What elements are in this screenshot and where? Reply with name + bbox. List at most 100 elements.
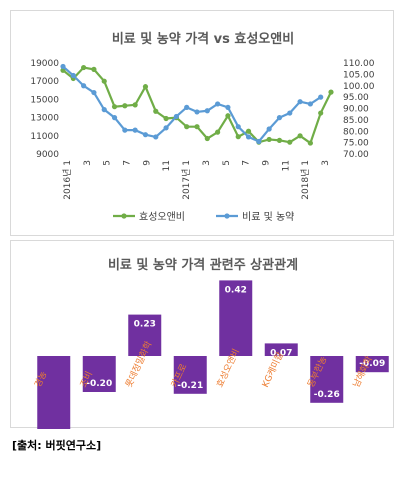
bar-value-label: -0.09 xyxy=(359,359,385,369)
series-point xyxy=(91,66,97,72)
series-point xyxy=(266,136,272,143)
series-point xyxy=(256,138,262,145)
chart-title: 비료 및 농약 가격 관련주 상관관계 xyxy=(108,257,298,273)
x-axis-tick: 3 xyxy=(321,160,331,166)
series-point xyxy=(91,89,97,96)
x-axis-tick: 7 xyxy=(123,160,133,166)
series-point xyxy=(142,132,149,138)
x-axis-tick: 11 xyxy=(281,160,291,171)
series-point xyxy=(235,124,241,130)
series-point xyxy=(101,107,107,113)
series-point xyxy=(318,94,324,100)
series-point xyxy=(245,134,252,140)
x-axis-tick: 2016년 1 xyxy=(62,160,73,200)
series-point xyxy=(101,78,107,84)
bar-value-label: 0.07 xyxy=(270,348,292,358)
correlation-bar xyxy=(128,314,162,356)
x-axis-tick: 5 xyxy=(103,160,113,166)
right-axis-tick: 105.00 xyxy=(343,70,375,80)
series-point xyxy=(194,124,200,130)
bar-value-label: 0.23 xyxy=(134,320,156,330)
series-point xyxy=(60,63,66,70)
correlation-chart: 비료 및 농약 가격 관련주 상관관계 -0.52경농-0.20조비0.23롯데… xyxy=(32,257,389,429)
price-comparison-chart-panel: 비료 및 농약 가격 vs 효성오앤비 9000 11000 13000 15000 1… xyxy=(10,10,394,236)
series-point xyxy=(297,99,303,105)
bar-value-label: -0.20 xyxy=(86,379,112,389)
series-point xyxy=(215,101,221,107)
series-point xyxy=(328,89,334,95)
left-axis-tick: 9000 xyxy=(36,150,59,160)
legend-marker xyxy=(121,213,127,219)
price-comparison-chart: 비료 및 농약 가격 vs 효성오앤비 9000 11000 13000 15000 1… xyxy=(30,31,375,223)
series-point xyxy=(266,126,272,132)
right-axis-tick: 80.00 xyxy=(343,127,369,137)
legend-entry: 효성오앤비 xyxy=(139,211,185,223)
correlation-bar xyxy=(82,356,116,392)
source-note: [출처: 버핏연구소] xyxy=(12,439,102,452)
x-axis-tick: 7 xyxy=(242,160,252,166)
x-axis-tick: 2017년 1 xyxy=(181,160,192,200)
x-axis-tick: 2018년 1 xyxy=(300,160,311,200)
left-axis-tick: 19000 xyxy=(30,59,59,69)
right-axis-tick: 110.00 xyxy=(343,59,375,69)
correlation-bar xyxy=(219,280,253,356)
x-axis-tick: 3 xyxy=(202,160,212,166)
right-axis-tick: 100.00 xyxy=(343,82,375,92)
series-point xyxy=(318,110,324,116)
series-point xyxy=(204,108,210,114)
series-point xyxy=(122,103,128,109)
series-point xyxy=(81,64,87,71)
series-point xyxy=(163,125,169,131)
left-axis-tick: 17000 xyxy=(30,77,59,87)
series-point xyxy=(235,134,241,140)
x-axis-tick: 3 xyxy=(83,160,93,166)
x-axis-tick: 9 xyxy=(142,160,152,166)
series-point xyxy=(307,101,313,107)
left-axis-tick: 13000 xyxy=(30,114,59,124)
bar-value-label: 0.42 xyxy=(225,285,247,295)
series-point xyxy=(111,115,118,121)
correlation-chart-panel: 비료 및 농약 가격 관련주 상관관계 -0.52경농-0.20조비0.23롯데… xyxy=(10,240,394,429)
correlation-bar xyxy=(173,356,207,394)
right-axis-tick: 75.00 xyxy=(343,139,369,149)
series-point xyxy=(132,127,138,133)
bar-value-label: -0.21 xyxy=(177,381,203,391)
correlation-bar xyxy=(264,343,298,356)
correlation-bar xyxy=(355,356,389,373)
correlation-bar xyxy=(37,356,71,429)
series-point xyxy=(287,139,293,145)
left-axis-tick: 15000 xyxy=(30,95,59,105)
right-axis-tick: 85.00 xyxy=(343,116,369,126)
series-point xyxy=(215,129,221,135)
series-point xyxy=(81,83,87,89)
series-point xyxy=(184,104,190,110)
series-point xyxy=(225,113,231,119)
x-axis-tick: 9 xyxy=(261,160,271,166)
chart-title: 비료 및 농약 가격 vs 효성오앤비 xyxy=(112,31,294,47)
series-point xyxy=(111,104,118,110)
series-point xyxy=(276,137,283,143)
series-point xyxy=(287,110,293,116)
series-point xyxy=(122,127,128,133)
series-point xyxy=(163,115,169,122)
series-point xyxy=(153,108,159,114)
right-axis-tick: 90.00 xyxy=(343,105,369,115)
x-axis-tick: 5 xyxy=(222,160,232,166)
series-point xyxy=(153,134,159,140)
series-point xyxy=(194,109,200,115)
right-axis-tick: 95.00 xyxy=(343,93,369,103)
series-point xyxy=(70,72,76,79)
legend-entry: 비료 및 농약 xyxy=(242,211,294,223)
series-point xyxy=(307,140,313,146)
legend-marker xyxy=(224,213,230,219)
right-axis-tick: 70.00 xyxy=(343,150,369,160)
correlation-bar xyxy=(310,356,344,403)
x-axis-tick: 11 xyxy=(162,160,172,171)
series-point xyxy=(225,104,231,110)
series-point xyxy=(276,115,283,121)
series-point xyxy=(184,124,190,130)
series-point xyxy=(204,135,210,142)
left-axis-tick: 11000 xyxy=(30,132,59,142)
series-point xyxy=(173,113,179,120)
series-point xyxy=(297,133,303,139)
